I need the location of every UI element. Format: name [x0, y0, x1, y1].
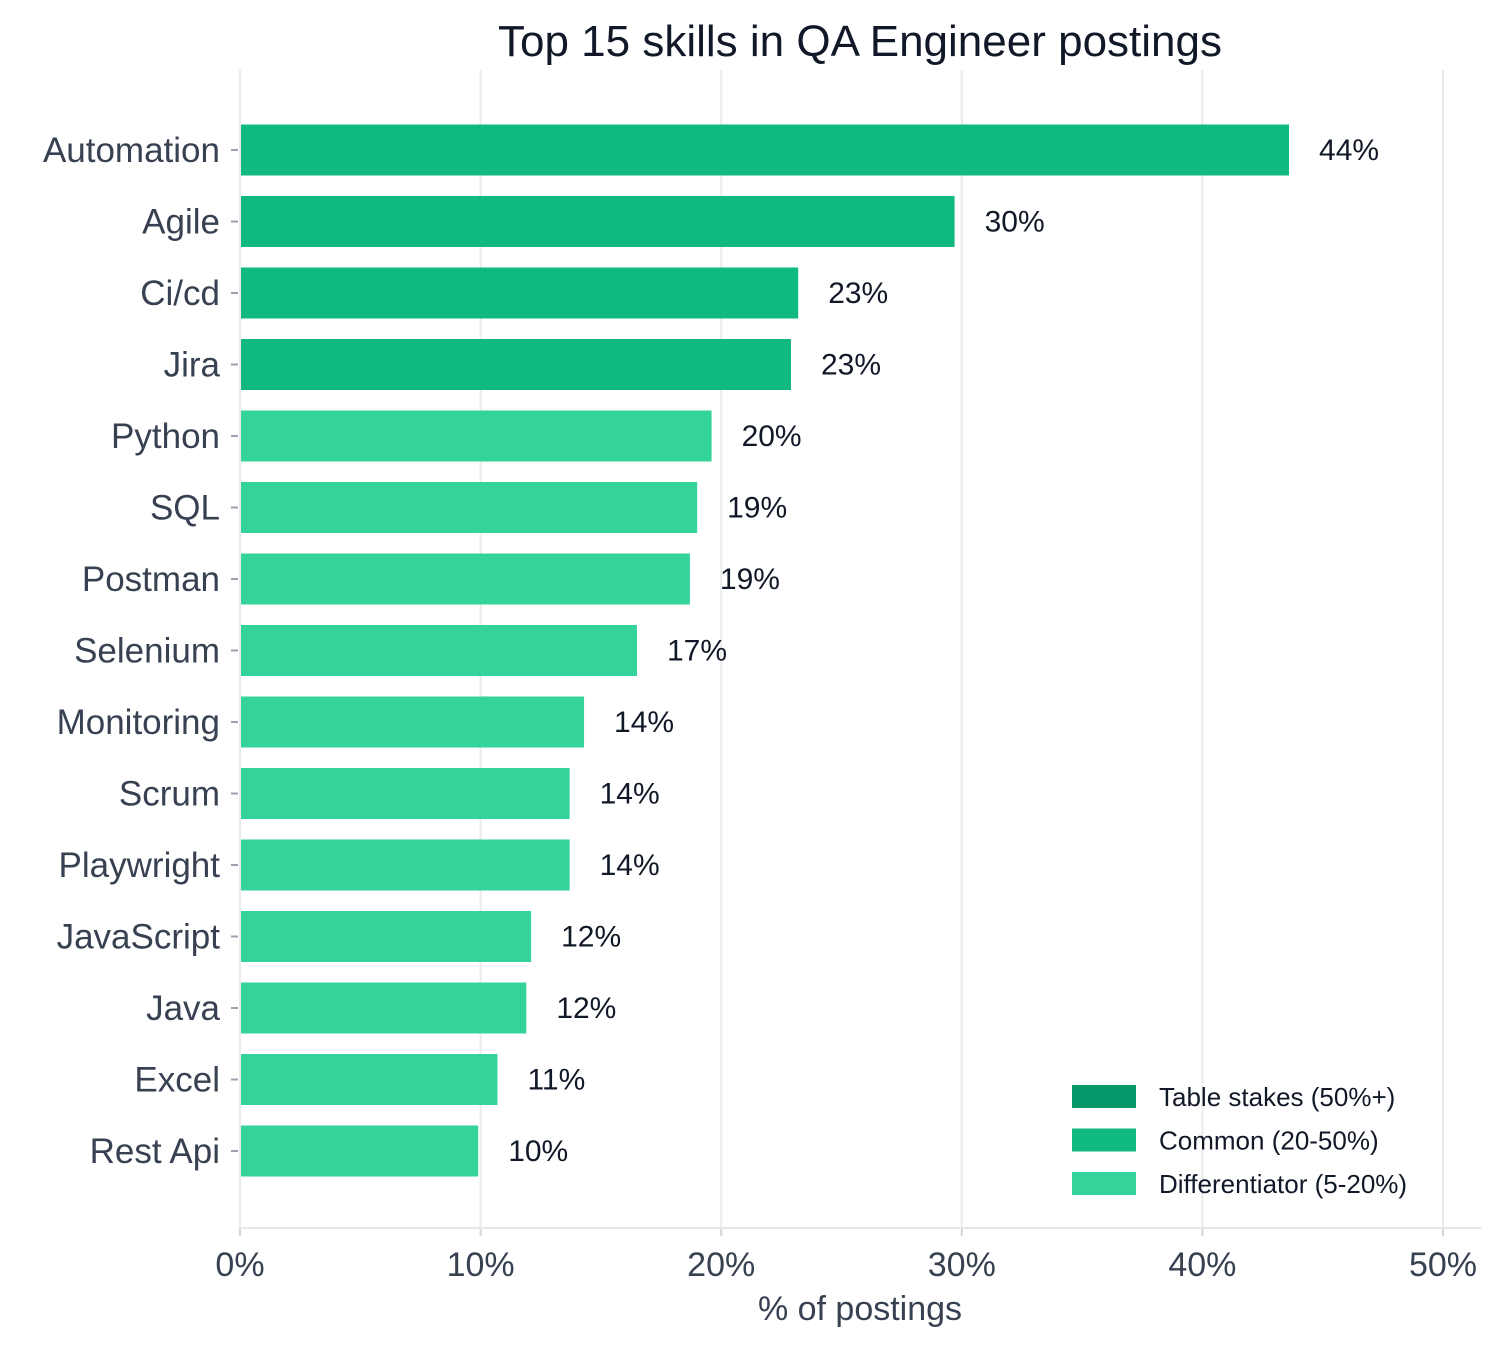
bar	[241, 196, 955, 247]
y-tick-label: Postman	[82, 560, 220, 599]
bar	[241, 1125, 479, 1177]
legend: Table stakes (50%+) Common (20-50%) Differ…	[1072, 1082, 1407, 1199]
y-tick-labels: Automation Agile Ci/cd Jira Python SQL Postman…	[43, 131, 221, 1171]
bar	[241, 124, 1290, 176]
data-labels: 44% 30% 23% 23% 20% 19% 19% 17% 14% 14% 14% 12% 12% 1…	[508, 134, 1379, 1168]
bars	[241, 124, 1290, 1177]
grid-lines	[239, 70, 1444, 1228]
bar	[241, 410, 712, 462]
y-tick-label: Java	[146, 989, 220, 1028]
bar	[241, 553, 690, 605]
data-label: 30%	[985, 206, 1045, 239]
data-label: 20%	[742, 420, 802, 453]
data-label: 19%	[727, 492, 787, 525]
y-tick-label: Rest Api	[90, 1132, 220, 1171]
bar	[241, 839, 570, 891]
legend-swatch	[1072, 1085, 1136, 1108]
bar	[241, 339, 791, 390]
bar	[241, 911, 532, 962]
y-tick-label: Monitoring	[57, 703, 220, 742]
x-axis-label: % of postings	[758, 1290, 962, 1328]
data-label: 14%	[600, 849, 660, 882]
x-tick-label: 10%	[447, 1246, 515, 1284]
data-label: 11%	[527, 1064, 585, 1097]
legend-label: Common (20-50%)	[1159, 1126, 1379, 1156]
data-label: 12%	[556, 992, 616, 1025]
bar	[241, 768, 570, 819]
x-tick-label: 30%	[928, 1246, 996, 1284]
data-label: 10%	[508, 1135, 568, 1168]
bar	[241, 696, 585, 748]
y-tick-label: Python	[111, 417, 220, 456]
x-tick-label: 50%	[1409, 1246, 1477, 1284]
y-tick-label: Playwright	[59, 846, 221, 885]
x-tick-label: 20%	[687, 1246, 755, 1284]
x-tick-labels: 0% 10% 20% 30% 40% 50%	[215, 1246, 1477, 1284]
legend-swatch	[1072, 1172, 1136, 1195]
x-tick-label: 0%	[215, 1246, 264, 1284]
data-label: 19%	[720, 563, 780, 596]
y-tick-label: JavaScript	[57, 918, 221, 957]
data-label: 12%	[561, 921, 621, 954]
data-label: 14%	[614, 706, 674, 739]
legend-label: Differentiator (5-20%)	[1159, 1169, 1407, 1199]
axes	[231, 149, 1481, 1236]
bar	[241, 267, 799, 319]
y-tick-label: Excel	[134, 1061, 220, 1100]
y-tick-label: Jira	[164, 346, 221, 385]
legend-swatch	[1072, 1128, 1136, 1152]
data-label: 17%	[667, 635, 727, 668]
data-label: 14%	[600, 778, 660, 811]
y-tick-label: Scrum	[119, 775, 220, 814]
chart-title: Top 15 skills in QA Engineer postings	[498, 17, 1222, 66]
y-tick-label: SQL	[150, 489, 220, 528]
y-tick-label: Automation	[43, 131, 220, 170]
legend-label: Table stakes (50%+)	[1159, 1082, 1395, 1112]
bar	[241, 625, 637, 676]
y-tick-label: Selenium	[74, 632, 220, 671]
x-tick-label: 40%	[1168, 1246, 1236, 1284]
bar	[241, 1054, 498, 1105]
y-tick-label: Ci/cd	[140, 274, 220, 313]
data-label: 44%	[1319, 134, 1379, 167]
bar	[241, 982, 527, 1034]
y-tick-label: Agile	[142, 203, 220, 242]
bar	[241, 482, 698, 533]
data-label: 23%	[821, 349, 881, 382]
data-label: 23%	[828, 277, 888, 310]
